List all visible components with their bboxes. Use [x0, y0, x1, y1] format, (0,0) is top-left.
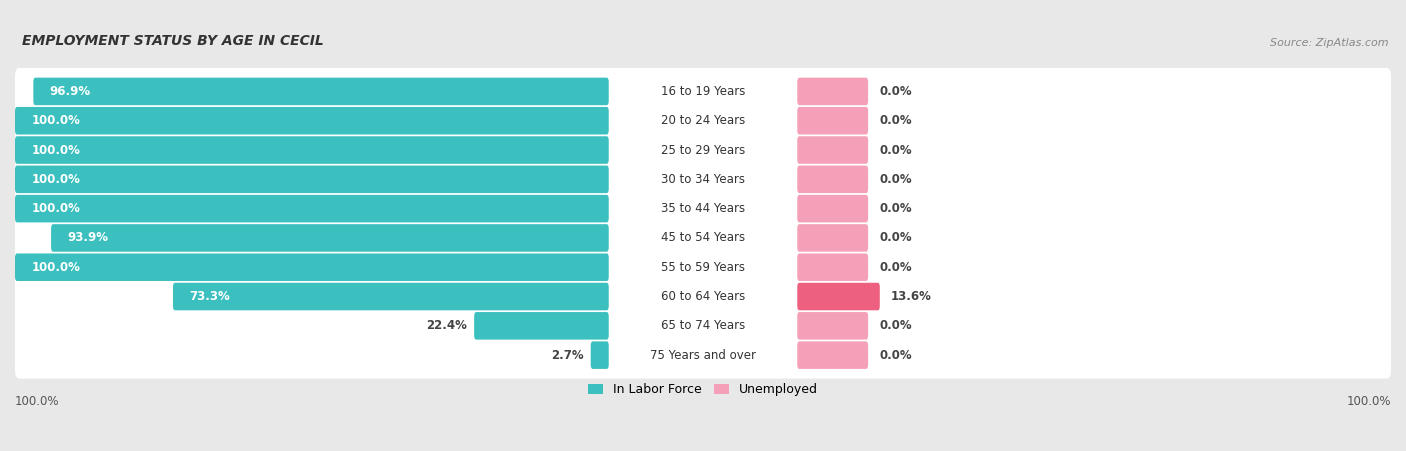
FancyBboxPatch shape: [15, 68, 1391, 115]
FancyBboxPatch shape: [173, 283, 609, 310]
FancyBboxPatch shape: [797, 107, 868, 134]
Text: 100.0%: 100.0%: [1347, 395, 1391, 408]
Text: 65 to 74 Years: 65 to 74 Years: [661, 319, 745, 332]
Text: 55 to 59 Years: 55 to 59 Years: [661, 261, 745, 274]
Text: 100.0%: 100.0%: [31, 143, 80, 156]
Text: 22.4%: 22.4%: [426, 319, 467, 332]
FancyBboxPatch shape: [15, 136, 609, 164]
Text: 25 to 29 Years: 25 to 29 Years: [661, 143, 745, 156]
Text: 100.0%: 100.0%: [31, 261, 80, 274]
FancyBboxPatch shape: [15, 215, 1391, 262]
FancyBboxPatch shape: [15, 127, 1391, 174]
FancyBboxPatch shape: [15, 166, 609, 193]
FancyBboxPatch shape: [474, 312, 609, 340]
Text: 0.0%: 0.0%: [879, 143, 911, 156]
Text: 0.0%: 0.0%: [879, 261, 911, 274]
Text: 0.0%: 0.0%: [879, 85, 911, 98]
FancyBboxPatch shape: [15, 302, 1391, 349]
FancyBboxPatch shape: [797, 166, 868, 193]
FancyBboxPatch shape: [15, 185, 1391, 232]
Text: 100.0%: 100.0%: [31, 202, 80, 215]
FancyBboxPatch shape: [15, 97, 1391, 144]
FancyBboxPatch shape: [15, 331, 1391, 378]
FancyBboxPatch shape: [797, 78, 868, 105]
Text: 0.0%: 0.0%: [879, 319, 911, 332]
Text: 60 to 64 Years: 60 to 64 Years: [661, 290, 745, 303]
Text: 0.0%: 0.0%: [879, 202, 911, 215]
FancyBboxPatch shape: [51, 224, 609, 252]
FancyBboxPatch shape: [797, 195, 868, 222]
FancyBboxPatch shape: [797, 253, 868, 281]
Text: 0.0%: 0.0%: [879, 114, 911, 127]
FancyBboxPatch shape: [15, 156, 1391, 203]
Text: 100.0%: 100.0%: [15, 395, 59, 408]
Text: EMPLOYMENT STATUS BY AGE IN CECIL: EMPLOYMENT STATUS BY AGE IN CECIL: [22, 34, 323, 48]
Text: 0.0%: 0.0%: [879, 231, 911, 244]
Text: 30 to 34 Years: 30 to 34 Years: [661, 173, 745, 186]
Text: 45 to 54 Years: 45 to 54 Years: [661, 231, 745, 244]
FancyBboxPatch shape: [797, 136, 868, 164]
FancyBboxPatch shape: [797, 283, 880, 310]
FancyBboxPatch shape: [34, 78, 609, 105]
Text: 16 to 19 Years: 16 to 19 Years: [661, 85, 745, 98]
FancyBboxPatch shape: [797, 224, 868, 252]
Text: 75 Years and over: 75 Years and over: [650, 349, 756, 362]
Text: 20 to 24 Years: 20 to 24 Years: [661, 114, 745, 127]
FancyBboxPatch shape: [15, 195, 609, 222]
Text: 35 to 44 Years: 35 to 44 Years: [661, 202, 745, 215]
Text: 0.0%: 0.0%: [879, 349, 911, 362]
Text: 100.0%: 100.0%: [31, 173, 80, 186]
Legend: In Labor Force, Unemployed: In Labor Force, Unemployed: [583, 378, 823, 401]
Text: 0.0%: 0.0%: [879, 173, 911, 186]
Text: 13.6%: 13.6%: [891, 290, 932, 303]
FancyBboxPatch shape: [591, 341, 609, 369]
Text: Source: ZipAtlas.com: Source: ZipAtlas.com: [1270, 38, 1388, 48]
Text: 100.0%: 100.0%: [31, 114, 80, 127]
FancyBboxPatch shape: [15, 107, 609, 134]
Text: 96.9%: 96.9%: [49, 85, 91, 98]
Text: 93.9%: 93.9%: [67, 231, 108, 244]
Text: 73.3%: 73.3%: [190, 290, 231, 303]
FancyBboxPatch shape: [797, 312, 868, 340]
FancyBboxPatch shape: [15, 253, 609, 281]
FancyBboxPatch shape: [797, 341, 868, 369]
Text: 2.7%: 2.7%: [551, 349, 583, 362]
FancyBboxPatch shape: [15, 273, 1391, 320]
FancyBboxPatch shape: [15, 244, 1391, 291]
